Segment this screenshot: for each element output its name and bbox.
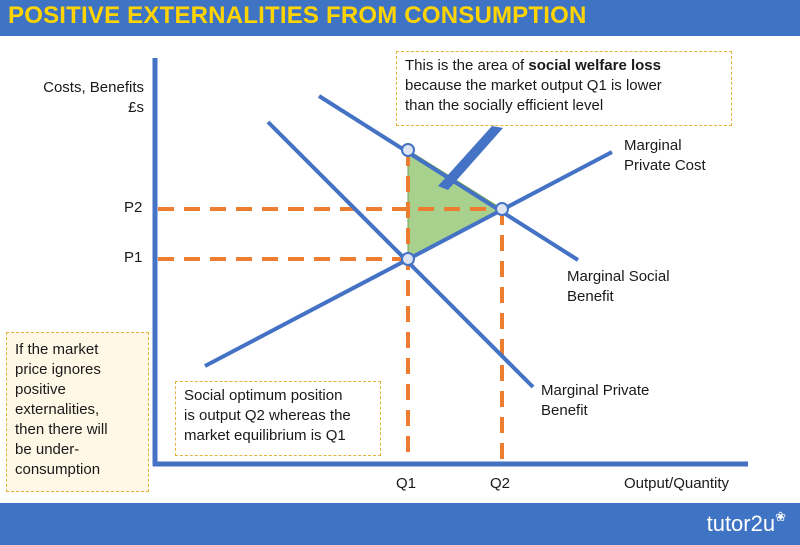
label-mpb-line2: Benefit [541, 402, 588, 419]
welfare-loss-callout-text: This is the area of [405, 57, 529, 74]
tick-p1: P1 [124, 249, 143, 266]
label-msb-line1: Marginal Social [567, 268, 670, 285]
welfare-loss-callout-line2: because the market output Q1 is lower [405, 77, 662, 94]
under-consumption-line: consumption [15, 461, 101, 478]
under-consumption-line: If the market [15, 341, 99, 358]
flower-icon: ❀ [775, 509, 786, 524]
tick-q2: Q2 [490, 475, 511, 492]
under-consumption-line: be under- [15, 441, 80, 458]
under-consumption-callout: If the market price ignores positive ext… [6, 332, 149, 492]
callout-pointer [438, 126, 503, 190]
welfare-loss-callout-emphasis: social welfare loss [528, 57, 661, 74]
footer-bar: tutor2u❀ [0, 503, 800, 545]
label-mpc-line2: Private Cost [624, 157, 706, 174]
under-consumption-line: price ignores [15, 361, 101, 378]
under-consumption-line: then there will [15, 421, 108, 438]
label-marginal-private-benefit: Marginal Private Benefit [541, 381, 649, 421]
header-bar: POSITIVE EXTERNALITIES FROM CONSUMPTION [0, 0, 800, 36]
y-axis-label-line1: Costs, Benefits [43, 79, 144, 96]
x-axis-label: Output/Quantity [624, 475, 730, 492]
label-mpc-line1: Marginal [624, 137, 682, 154]
social-optimum-callout: Social optimum position is output Q2 whe… [175, 381, 381, 456]
social-optimum-line1: Social optimum position [184, 387, 343, 404]
welfare-loss-callout-line1: This is the area of social welfare loss [405, 56, 723, 76]
welfare-loss-callout-line3: than the socially efficient level [405, 97, 604, 114]
marginal-private-benefit-line [266, 120, 535, 389]
social-optimum-line3: market equilibrium is Q1 [184, 427, 346, 444]
under-consumption-line: positive [15, 381, 66, 398]
label-mpb-line1: Marginal Private [541, 382, 650, 399]
brand-name: tutor2u [706, 511, 776, 536]
tick-p2: P2 [124, 199, 143, 216]
y-axis-label: Costs, Benefits £s [24, 78, 144, 118]
under-consumption-line: externalities, [15, 401, 100, 418]
tick-q1: Q1 [396, 475, 417, 492]
social-optimum-point-q2 [495, 202, 509, 216]
y-axis-label-line2: £s [128, 99, 144, 116]
msb-q1-point [401, 143, 415, 157]
page-title: POSITIVE EXTERNALITIES FROM CONSUMPTION [8, 2, 587, 29]
welfare-loss-callout: This is the area of social welfare loss … [396, 51, 732, 126]
label-marginal-social-benefit: Marginal Social Benefit [567, 267, 670, 307]
brand-logo: tutor2u❀ [706, 509, 786, 537]
equilibrium-point-q1 [401, 252, 415, 266]
label-marginal-private-cost: Marginal Private Cost [624, 136, 706, 176]
label-msb-line2: Benefit [567, 288, 614, 305]
social-optimum-line2: is output Q2 whereas the [184, 407, 351, 424]
